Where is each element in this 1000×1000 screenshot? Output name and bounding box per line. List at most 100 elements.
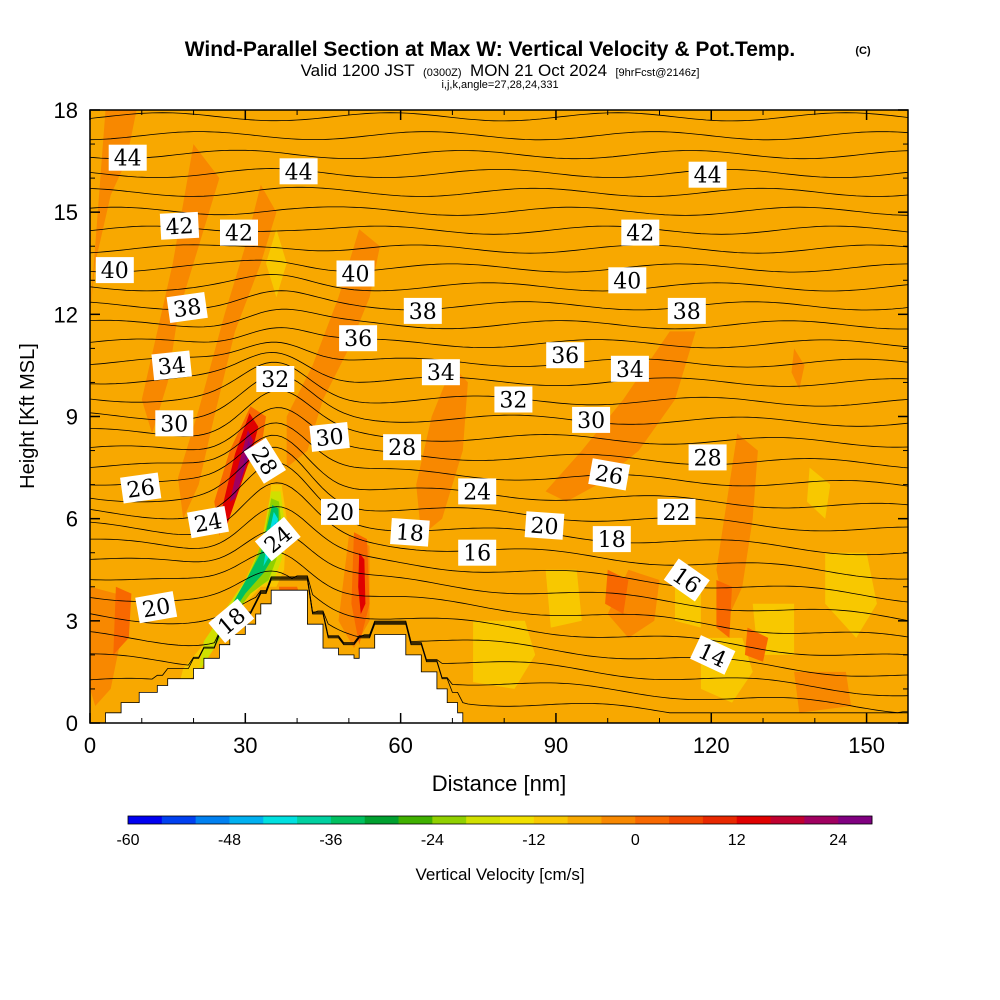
- theta-label: 44: [688, 161, 727, 189]
- theta-label-text: 22: [663, 501, 691, 526]
- colorbar-swatch: [263, 816, 298, 824]
- theta-label: 40: [336, 260, 375, 288]
- theta-contour-19: [90, 550, 908, 638]
- theta-contour-27: [90, 407, 908, 469]
- valid-zulu: (0300Z): [423, 67, 462, 79]
- theta-label: 38: [667, 297, 706, 325]
- valid-time-subtitle: Valid 1200 JST (0300Z) MON 21 Oct 2024 […: [301, 61, 700, 80]
- theta-label-text: 42: [165, 214, 194, 240]
- velocity-region-27: [744, 627, 769, 662]
- colorbar-tick-label: -12: [522, 832, 545, 849]
- theta-label-text: 40: [613, 269, 641, 294]
- y-tick-label: 3: [66, 609, 78, 634]
- theta-label: 42: [159, 211, 200, 241]
- theta-label-box: [667, 297, 706, 324]
- colorbar-swatch: [161, 816, 197, 824]
- theta-contour-25: [90, 434, 908, 509]
- theta-contour-36: [90, 274, 908, 292]
- theta-label-box: [403, 297, 442, 324]
- forecast-tag: [9hrFcst@2146z]: [616, 67, 700, 79]
- theta-label-text: 44: [285, 160, 313, 185]
- theta-label-box: [339, 325, 378, 352]
- theta-label: 36: [546, 342, 585, 369]
- colorbar-swatch: [804, 816, 839, 824]
- theta-contour-20: [90, 529, 908, 621]
- theta-label: 20: [135, 591, 178, 623]
- theta-label: 26: [120, 472, 162, 504]
- theta-label: 44: [279, 158, 318, 185]
- x-tick-label: 60: [388, 733, 412, 758]
- theta-label-box: [458, 478, 497, 505]
- velocity-region-26: [605, 569, 629, 614]
- velocity-region-23: [358, 552, 366, 614]
- theta-label-box: [220, 219, 258, 246]
- colorbar: [127, 815, 873, 825]
- theta-label-text: 20: [326, 501, 354, 526]
- colorbar-tick-label: -36: [319, 832, 342, 849]
- colorbar-swatch: [838, 816, 873, 824]
- y-axis-label: Height [Kft MSL]: [17, 343, 39, 489]
- theta-contour-21: [90, 506, 908, 603]
- theta-label-text: 34: [427, 361, 455, 386]
- theta-contour-labels: 44 44 44 42 42 42 40 40 40 38 38 38 36 36 34 34 34 32 32 30…: [95, 144, 736, 675]
- theta-label-box: [689, 635, 736, 675]
- theta-contour-34: [90, 308, 908, 330]
- colorbar-tick-label: -24: [421, 832, 444, 849]
- theta-contour-35: [90, 290, 908, 311]
- theta-label-box: [621, 219, 660, 246]
- y-tick-label: 15: [54, 200, 78, 225]
- theta-label: 16: [458, 539, 497, 567]
- theta-label-box: [254, 516, 301, 562]
- theta-label-text: 20: [141, 594, 173, 623]
- theta-label-text: 44: [114, 147, 142, 172]
- theta-label-text: 42: [626, 222, 654, 247]
- velocity-region-12: [266, 229, 287, 298]
- theta-label-box: [588, 458, 631, 491]
- theta-contour-44: [90, 131, 908, 141]
- theta-label: 22: [657, 498, 696, 526]
- theta-contour-29: [90, 374, 908, 427]
- theta-label-box: [688, 444, 727, 471]
- theta-label: 28: [688, 444, 727, 471]
- theta-label-text: 28: [694, 446, 722, 471]
- velocity-region-2: [178, 184, 277, 519]
- colorbar-swatch: [297, 816, 332, 824]
- theta-contour-23: [90, 462, 908, 556]
- theta-contour-38: [90, 244, 908, 254]
- colorbar-swatch: [364, 816, 399, 824]
- velocity-region-4: [416, 365, 468, 536]
- chart-title: Wind-Parallel Section at Max W: Vertical…: [185, 38, 796, 61]
- velocity-region-6: [716, 433, 758, 621]
- theta-label-box: [279, 158, 318, 185]
- theta-contour-45: [90, 112, 908, 122]
- theta-label-box: [663, 558, 710, 602]
- theta-label-box: [243, 437, 286, 484]
- theta-contour-32: [90, 341, 908, 368]
- theta-label-box: [524, 511, 565, 540]
- theta-label-box: [159, 211, 200, 240]
- theta-label-text: 32: [499, 389, 527, 414]
- theta-label-text: 36: [344, 327, 372, 352]
- theta-contour-24: [90, 446, 908, 532]
- colorbar-title: Vertical Velocity [cm/s]: [415, 865, 584, 884]
- theta-label-box: [383, 434, 422, 461]
- valid-prefix: Valid 1200 JST: [301, 61, 415, 80]
- velocity-region-3: [286, 229, 380, 468]
- theta-label-text: 34: [616, 358, 644, 383]
- x-tick-label: 0: [84, 733, 96, 758]
- plot-area: [90, 110, 908, 723]
- theta-contour-26: [90, 422, 908, 487]
- theta-label-box: [187, 505, 229, 539]
- theta-label-text: 38: [409, 300, 437, 325]
- theta-label-text: 30: [315, 424, 345, 452]
- theta-label: 24: [458, 478, 497, 505]
- y-tick-label: 18: [54, 98, 78, 123]
- colorbar-tick-label: -48: [218, 832, 241, 849]
- theta-label-box: [256, 366, 295, 392]
- colorbar-swatch: [128, 816, 163, 824]
- theta-label-text: 40: [101, 259, 129, 284]
- theta-label-box: [592, 526, 631, 553]
- colorbar-swatch: [702, 816, 738, 824]
- theta-label-text: 36: [551, 344, 579, 369]
